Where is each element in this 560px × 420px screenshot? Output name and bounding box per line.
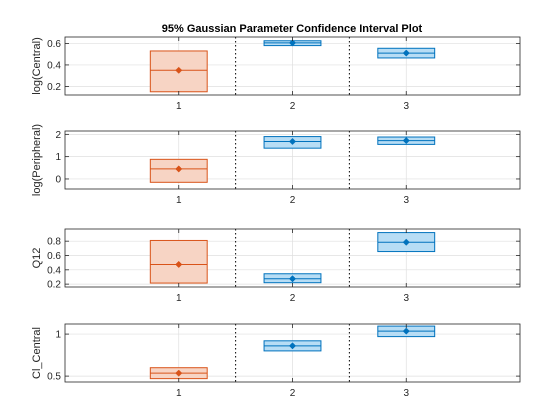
- chart-title: 95% Gaussian Parameter Confidence Interv…: [162, 23, 423, 35]
- estimate-marker-3: [402, 137, 410, 145]
- estimate-marker-3: [402, 327, 410, 335]
- x-tick-label: 3: [403, 388, 409, 399]
- y-tick-label: 0: [55, 174, 61, 185]
- y-axis-label: Cl_Central: [31, 327, 43, 379]
- x-tick-label: 2: [290, 388, 296, 399]
- panel-4: 0.5 1 1 2 3 Cl_Central: [31, 323, 521, 399]
- y-tick-label: 0.5: [47, 372, 61, 383]
- y-tick-label: 0.2: [47, 82, 61, 93]
- x-tick-label: 2: [290, 101, 296, 112]
- x-tick-label: 1: [176, 195, 182, 206]
- y-tick-label: 1: [55, 152, 61, 163]
- panel-1: 0.2 0.4 0.6 1 2 3 log(Central): [31, 36, 521, 112]
- estimate-marker-1: [175, 369, 183, 377]
- x-tick-label: 2: [290, 293, 296, 304]
- x-tick-label: 3: [403, 101, 409, 112]
- panel-3: 0.2 0.4 0.6 0.8 1 2 3 Q12: [31, 228, 521, 304]
- y-axis-label: log(Peripheral): [31, 124, 43, 196]
- estimate-marker-1: [175, 260, 183, 268]
- estimate-marker-2: [288, 275, 297, 283]
- y-axis-label: log(Central): [31, 37, 43, 94]
- x-tick-label: 3: [403, 293, 409, 304]
- estimate-marker-3: [402, 49, 410, 57]
- x-tick-label: 2: [290, 195, 296, 206]
- panel-2: 0 1 2 1 2 3 log(Peripheral): [31, 124, 521, 206]
- estimate-marker-2: [288, 137, 297, 146]
- estimate-marker-3: [402, 238, 410, 246]
- x-tick-label: 1: [176, 388, 182, 399]
- y-tick-label: 2: [55, 130, 61, 141]
- panels-group: 0.2 0.4 0.6 1 2 3 log(Central) 0 1 2 1 2 3 log(Periph…: [31, 36, 521, 399]
- y-tick-label: 1: [55, 330, 61, 341]
- estimate-marker-1: [175, 165, 183, 173]
- estimate-marker-1: [175, 66, 183, 74]
- x-tick-label: 1: [176, 293, 182, 304]
- x-tick-label: 1: [176, 101, 182, 112]
- estimate-marker-2: [288, 342, 297, 350]
- y-axis-label: Q12: [31, 248, 43, 269]
- y-tick-label: 0.6: [47, 39, 61, 50]
- y-tick-label: 0.8: [47, 237, 61, 248]
- y-tick-label: 0.4: [47, 265, 61, 276]
- y-tick-label: 0.4: [47, 60, 61, 71]
- x-tick-label: 3: [403, 195, 409, 206]
- y-tick-label: 0.6: [47, 251, 61, 262]
- y-tick-label: 0.2: [47, 280, 61, 291]
- estimate-marker-2: [288, 39, 297, 47]
